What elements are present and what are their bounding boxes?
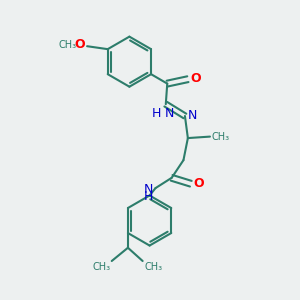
Text: O: O <box>190 72 201 85</box>
Text: CH₃: CH₃ <box>212 132 230 142</box>
Text: N: N <box>187 109 197 122</box>
Text: N: N <box>144 183 153 196</box>
Text: H: H <box>152 107 161 120</box>
Text: O: O <box>74 38 85 51</box>
Text: N: N <box>165 107 175 120</box>
Text: CH₃: CH₃ <box>92 262 110 272</box>
Text: O: O <box>193 177 204 190</box>
Text: CH₃: CH₃ <box>144 262 162 272</box>
Text: H: H <box>144 190 153 203</box>
Text: CH₃: CH₃ <box>59 40 77 50</box>
